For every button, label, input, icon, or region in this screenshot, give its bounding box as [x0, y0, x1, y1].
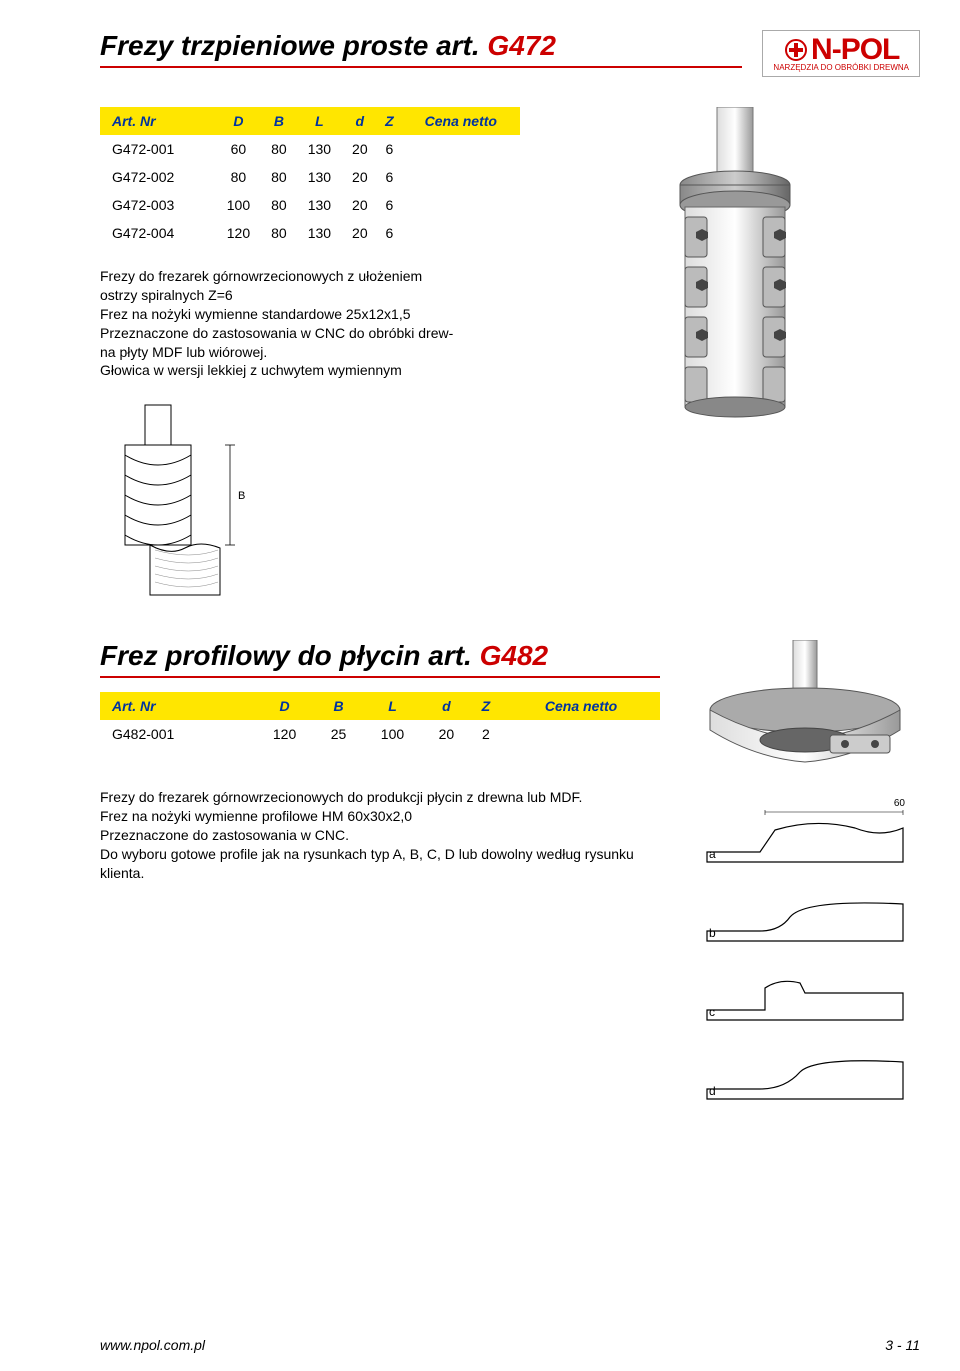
footer-page: 3 - 11: [885, 1337, 920, 1353]
logo-text: N-POL: [811, 33, 899, 67]
profile-a-svg: [705, 810, 905, 865]
col-b: B: [315, 692, 361, 720]
page-header: Frezy trzpieniowe proste art. G472 N-POL…: [100, 30, 920, 77]
col-artnr: Art. Nr: [100, 107, 215, 135]
section1-row: Art. Nr D B L d Z Cena netto G472-001608…: [100, 107, 920, 600]
section1-left: Art. Nr D B L d Z Cena netto G472-001608…: [100, 107, 520, 600]
profile-letter: b: [709, 926, 716, 940]
col-price: Cena netto: [402, 107, 520, 135]
section2-right: 60 a b: [690, 640, 920, 1102]
tool-render-2: [695, 640, 915, 800]
page: Frezy trzpieniowe proste art. G472 N-POL…: [0, 0, 960, 1371]
brand-logo: N-POL NARZĘDZIA DO OBRÓBKI DREWNA: [762, 30, 920, 77]
profile-list: 60 a b: [705, 810, 905, 1102]
title2-code: G482: [480, 640, 549, 671]
profile-letter: d: [709, 1084, 716, 1098]
title2-prefix: Frez profilowy do płycin art.: [100, 640, 480, 671]
profile-d: d: [705, 1047, 905, 1102]
tool-render-1: [635, 107, 835, 427]
table-row: G472-0016080130206: [100, 135, 520, 163]
dim-label-b: B: [238, 490, 245, 502]
title-prefix: Frezy trzpieniowe proste art.: [100, 30, 487, 61]
profile-c: c: [705, 968, 905, 1023]
page-footer: www.npol.com.pl 3 - 11: [100, 1337, 920, 1353]
table-row: G472-00412080130206: [100, 219, 520, 247]
col-price: Cena netto: [502, 692, 660, 720]
col-b: B: [262, 107, 297, 135]
table-header-row: Art. Nr D B L d Z Cena netto: [100, 692, 660, 720]
profile-c-svg: [705, 968, 905, 1023]
logo-icon: [783, 37, 809, 63]
logo-top: N-POL: [783, 33, 899, 67]
col-d: D: [215, 107, 261, 135]
section2: Frez profilowy do płycin art. G482 Art. …: [100, 640, 920, 1102]
col-dsmall: d: [342, 107, 377, 135]
col-l: L: [362, 692, 424, 720]
profile-letter: c: [709, 1005, 715, 1019]
col-z: Z: [377, 107, 401, 135]
profile-letter: a: [709, 847, 716, 861]
section2-left: Frez profilowy do płycin art. G482 Art. …: [100, 640, 660, 882]
title-code: G472: [487, 30, 556, 61]
table-row: G472-00310080130206: [100, 191, 520, 219]
col-dsmall: d: [423, 692, 469, 720]
footer-url: www.npol.com.pl: [100, 1337, 205, 1353]
table-row: G482-00112025100202: [100, 720, 660, 748]
section1-right: [550, 107, 920, 427]
col-artnr: Art. Nr: [100, 692, 254, 720]
table-header-row: Art. Nr D B L d Z Cena netto: [100, 107, 520, 135]
table-g482: Art. Nr D B L d Z Cena netto G482-001120…: [100, 692, 660, 748]
table-g472: Art. Nr D B L d Z Cena netto G472-001608…: [100, 107, 520, 247]
section2-title: Frez profilowy do płycin art. G482: [100, 640, 660, 678]
dim-60: 60: [894, 798, 905, 809]
technical-diagram-1: B: [100, 400, 270, 600]
description2: Frezy do frezarek górnowrzecionowych do …: [100, 788, 660, 882]
col-z: Z: [470, 692, 503, 720]
page-title: Frezy trzpieniowe proste art. G472: [100, 30, 742, 68]
profile-d-svg: [705, 1047, 905, 1102]
col-l: L: [296, 107, 342, 135]
profile-b-svg: [705, 889, 905, 944]
col-d: D: [254, 692, 316, 720]
profile-a: 60 a: [705, 810, 905, 865]
logo-subtitle: NARZĘDZIA DO OBRÓBKI DREWNA: [773, 63, 909, 72]
table-row: G472-0028080130206: [100, 163, 520, 191]
profile-b: b: [705, 889, 905, 944]
description1: Frezy do frezarek górnowrzecionowych z u…: [100, 267, 520, 380]
